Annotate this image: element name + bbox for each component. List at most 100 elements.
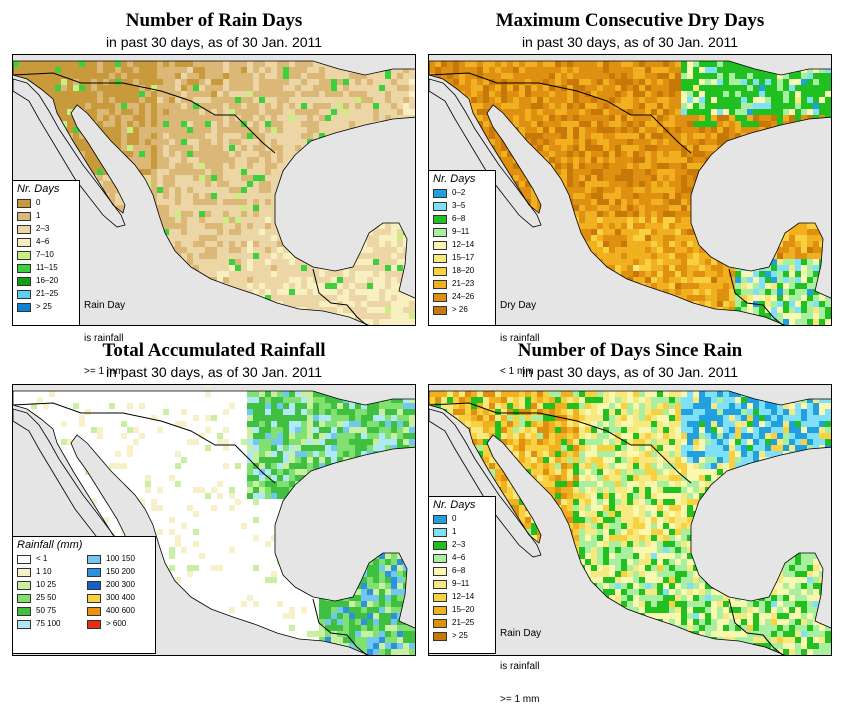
legend-label: > 26: [452, 304, 468, 316]
legend-swatch: [17, 277, 31, 286]
note-line: Rain Day: [500, 628, 541, 639]
legend-label: 6–8: [452, 213, 465, 225]
legend-swatch: [87, 594, 101, 603]
legend-swatch: [433, 632, 447, 641]
legend-swatch: [17, 568, 31, 577]
legend-label: 21–23: [452, 278, 474, 290]
legend-label: 9–11: [452, 578, 469, 590]
legend-label: 9–11: [452, 226, 469, 238]
legend-swatch: [17, 581, 31, 590]
legend-label: 150 200: [106, 566, 135, 578]
legend-label: 15–17: [452, 252, 474, 264]
legend-swatch: [17, 607, 31, 616]
panel-subtitle: in past 30 days, as of 30 Jan. 2011: [12, 34, 416, 50]
legend-label: 1: [452, 526, 456, 538]
legend-swatch: [87, 555, 101, 564]
panel-title: Number of Days Since Rain: [428, 340, 832, 362]
legend-swatch: [87, 568, 101, 577]
legend-swatch: [17, 251, 31, 260]
legend-label: 75 100: [36, 618, 60, 630]
legend-swatch: [433, 215, 447, 224]
legend-label: > 25: [36, 301, 52, 313]
legend-swatch: [433, 254, 447, 263]
legend-title: Nr. Days: [429, 497, 495, 512]
legend-label: 12–14: [452, 591, 474, 603]
legend-swatch: [17, 212, 31, 221]
legend-label: 21–25: [36, 288, 58, 300]
panel-title: Maximum Consecutive Dry Days: [428, 10, 832, 32]
legend-swatch: [87, 581, 101, 590]
legend-label: 6–8: [452, 565, 465, 577]
panel-subtitle: in past 30 days, as of 30 Jan. 2011: [428, 34, 832, 50]
legend-label: 12–14: [452, 239, 474, 251]
legend-label: 1: [36, 210, 40, 222]
panel-days-since-rain: Number of Days Since Rain in past 30 day…: [428, 340, 832, 658]
legend-swatch: [17, 264, 31, 273]
legend-swatch: [433, 306, 447, 315]
legend-label: 0: [36, 197, 40, 209]
legend-title: Nr. Days: [429, 171, 495, 186]
legend-label: < 1: [36, 553, 47, 565]
legend-swatch: [433, 280, 447, 289]
note-line: >= 1 mm: [500, 694, 541, 705]
legend-swatch: [433, 202, 447, 211]
legend-label: 0–2: [452, 187, 465, 199]
legend-swatch: [87, 620, 101, 629]
legend-swatch: [433, 515, 447, 524]
legend-swatch: [433, 267, 447, 276]
legend-label: 3–5: [452, 200, 465, 212]
legend-label: > 25: [452, 630, 468, 642]
panel-total-rainfall: Total Accumulated Rainfall in past 30 da…: [12, 340, 416, 658]
legend-swatch: [17, 620, 31, 629]
legend-swatch: [433, 241, 447, 250]
legend-label: 200 300: [106, 579, 135, 591]
legend-swatch: [433, 293, 447, 302]
legend-label: 4–6: [36, 236, 49, 248]
legend-label: 10 25: [36, 579, 56, 591]
legend-label: 25 50: [36, 592, 56, 604]
legend-swatch: [17, 290, 31, 299]
legend-swatch: [433, 580, 447, 589]
panel-subtitle: in past 30 days, as of 30 Jan. 2011: [12, 364, 416, 380]
legend-label: 300 400: [106, 592, 135, 604]
legend-swatch: [17, 238, 31, 247]
legend-title: Nr. Days: [13, 181, 79, 196]
legend-title: Rainfall (mm): [13, 537, 155, 552]
legend-swatch: [433, 554, 447, 563]
legend-label: 21–25: [452, 617, 474, 629]
legend-swatch: [87, 607, 101, 616]
legend-swatch: [433, 593, 447, 602]
legend-swatch: [433, 567, 447, 576]
legend-label: 100 150: [106, 553, 135, 565]
legend-swatch: [17, 555, 31, 564]
legend-swatch: [433, 606, 447, 615]
legend-swatch: [17, 594, 31, 603]
legend-label: 18–20: [452, 265, 474, 277]
legend-label: 4–6: [452, 552, 465, 564]
legend-label: 7–10: [36, 249, 54, 261]
panel-subtitle: in past 30 days, as of 30 Jan. 2011: [428, 364, 832, 380]
panel-title: Total Accumulated Rainfall: [12, 340, 416, 362]
legend-swatch: [17, 225, 31, 234]
legend-swatch: [433, 528, 447, 537]
legend-swatch: [17, 303, 31, 312]
legend-swatch: [433, 619, 447, 628]
legend-label: 0: [452, 513, 456, 525]
legend-label: 2–3: [36, 223, 49, 235]
legend-label: 15–20: [452, 604, 474, 616]
legend-label: 11–15: [36, 262, 58, 274]
note-line: Dry Day: [500, 300, 539, 311]
legend-label: 50 75: [36, 605, 56, 617]
legend-label: > 600: [106, 618, 126, 630]
panel-title: Number of Rain Days: [12, 10, 416, 32]
note-line: is rainfall: [500, 661, 541, 672]
legend-swatch: [433, 541, 447, 550]
legend-swatch: [433, 228, 447, 237]
legend-label: 24–26: [452, 291, 474, 303]
legend-label: 1 10: [36, 566, 52, 578]
legend-swatch: [433, 189, 447, 198]
legend-note: Rain Day is rainfall >= 1 mm: [500, 606, 541, 727]
legend-swatch: [17, 199, 31, 208]
